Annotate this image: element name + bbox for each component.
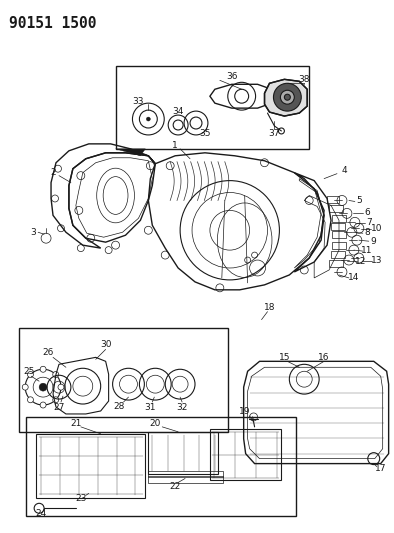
Circle shape [53, 397, 59, 403]
Text: 35: 35 [199, 130, 211, 139]
Bar [149, 471, 223, 477]
Text: 4: 4 [341, 166, 347, 175]
Text: 90151 1500: 90151 1500 [9, 16, 97, 31]
Text: 17: 17 [375, 464, 387, 473]
Text: 31: 31 [145, 402, 156, 411]
Bar [26, 417, 296, 516]
Circle shape [58, 384, 64, 390]
Text: 2: 2 [50, 168, 56, 177]
Text: 12: 12 [355, 256, 366, 265]
Circle shape [22, 384, 28, 390]
Text: 19: 19 [239, 407, 251, 416]
Text: 30: 30 [100, 340, 112, 349]
Text: 15: 15 [279, 353, 290, 362]
Text: 32: 32 [177, 402, 188, 411]
Text: 24: 24 [35, 508, 47, 518]
Text: 8: 8 [364, 228, 370, 237]
Text: 11: 11 [361, 246, 373, 255]
Text: 5: 5 [356, 196, 362, 205]
Text: 28: 28 [113, 401, 124, 410]
Bar [36, 434, 145, 498]
Text: 33: 33 [133, 96, 144, 106]
Circle shape [146, 117, 151, 121]
Text: 21: 21 [70, 419, 82, 429]
Bar [332, 242, 346, 249]
Circle shape [40, 366, 46, 372]
Text: 37: 37 [269, 130, 280, 139]
Bar [329, 205, 343, 212]
Bar [332, 231, 346, 238]
Polygon shape [115, 149, 145, 156]
Circle shape [39, 383, 47, 391]
Circle shape [28, 397, 33, 403]
Circle shape [53, 372, 59, 377]
Text: 18: 18 [264, 303, 275, 312]
Bar [115, 67, 309, 149]
Bar [329, 260, 343, 267]
Text: 36: 36 [226, 72, 238, 81]
Bar [332, 215, 346, 222]
Text: 34: 34 [173, 107, 184, 116]
Circle shape [284, 94, 290, 100]
Text: 3: 3 [30, 228, 36, 237]
Text: 6: 6 [364, 208, 370, 217]
Bar [331, 251, 345, 258]
Text: 26: 26 [43, 348, 54, 357]
Bar [210, 429, 281, 480]
Text: 22: 22 [169, 482, 181, 491]
Circle shape [28, 372, 33, 377]
Bar [149, 475, 223, 483]
Bar [19, 328, 228, 432]
Circle shape [273, 83, 301, 111]
Text: 13: 13 [371, 255, 383, 264]
Text: 23: 23 [75, 494, 87, 503]
Circle shape [40, 402, 46, 408]
Text: 16: 16 [318, 353, 330, 362]
Polygon shape [264, 79, 307, 116]
Text: 7: 7 [366, 218, 372, 227]
Bar [149, 432, 218, 473]
Text: 9: 9 [371, 237, 377, 246]
Text: 25: 25 [24, 367, 35, 376]
Circle shape [281, 90, 294, 104]
Text: 27: 27 [53, 402, 65, 411]
Bar [327, 196, 339, 204]
Text: 38: 38 [299, 75, 310, 84]
Bar [331, 223, 345, 230]
Text: 20: 20 [150, 419, 161, 429]
Text: 1: 1 [172, 141, 178, 150]
Text: 10: 10 [371, 224, 383, 233]
Text: 14: 14 [348, 273, 360, 282]
